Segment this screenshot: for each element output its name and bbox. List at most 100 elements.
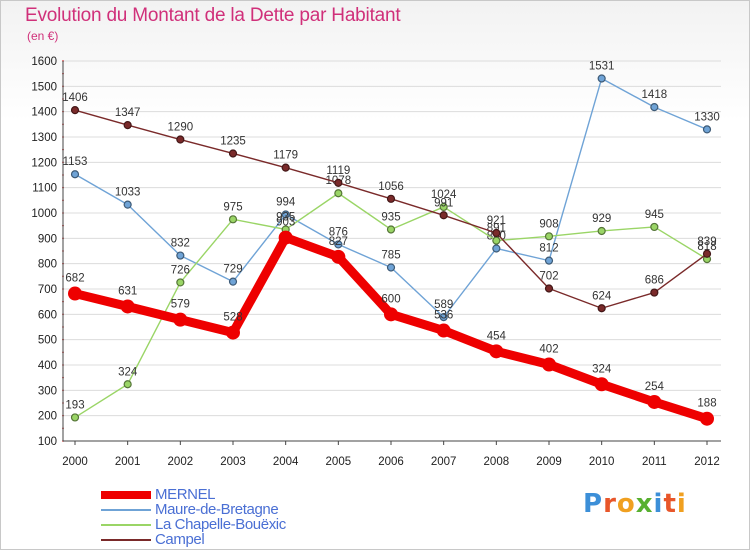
data-point-la-chapelle-bouexic xyxy=(123,380,132,389)
y-tick-label: 100 xyxy=(38,436,57,448)
data-label-maure-de-bretagne: 1153 xyxy=(63,156,88,168)
data-point-campel xyxy=(439,211,448,220)
data-point-la-chapelle-bouexic xyxy=(597,226,606,236)
data-label-mernel: 528 xyxy=(223,312,242,324)
data-point-mernel xyxy=(700,411,714,426)
x-tick-label: 2007 xyxy=(431,456,457,468)
y-tick-label: 900 xyxy=(38,233,57,245)
data-label-campel: 839 xyxy=(697,236,716,248)
data-label-mernel: 827 xyxy=(329,236,348,248)
data-point-mernel xyxy=(489,344,504,359)
data-point-mernel xyxy=(594,377,609,392)
data-label-campel: 624 xyxy=(592,290,612,302)
data-label-campel: 1235 xyxy=(220,135,246,147)
data-label-la-chapelle-bouexic: 935 xyxy=(381,211,400,223)
data-label-maure-de-bretagne: 812 xyxy=(539,243,558,255)
data-label-campel: 991 xyxy=(434,197,453,209)
brand-letter: i xyxy=(653,489,664,519)
chart-title: Evolution du Montant de la Dette par Hab… xyxy=(25,5,401,26)
data-point-maure-de-bretagne xyxy=(492,244,501,253)
data-label-campel: 1290 xyxy=(168,122,194,134)
data-point-campel xyxy=(650,288,659,297)
data-label-mernel: 631 xyxy=(118,285,137,297)
data-point-campel xyxy=(228,149,238,158)
y-tick-label: 700 xyxy=(38,284,57,296)
data-label-mernel: 254 xyxy=(645,381,665,393)
data-point-maure-de-bretagne xyxy=(281,210,290,219)
data-point-maure-de-bretagne xyxy=(544,256,554,265)
brand-letter: i xyxy=(676,489,687,519)
data-point-mernel xyxy=(173,312,188,327)
data-point-la-chapelle-bouexic xyxy=(228,215,238,224)
legend: MERNEL Maure-de-Bretagne La Chapelle-Bouëx… xyxy=(101,487,286,547)
data-label-mernel: 903 xyxy=(276,217,295,229)
data-label-campel: 1347 xyxy=(115,107,141,119)
brand-letter: o xyxy=(616,489,636,519)
brand-letter: t xyxy=(663,489,677,519)
y-tick-label: 1000 xyxy=(31,208,57,220)
x-tick-label: 2009 xyxy=(536,456,562,468)
data-label-mernel: 324 xyxy=(592,363,612,375)
data-point-maure-de-bretagne xyxy=(70,170,80,179)
data-point-maure-de-bretagne xyxy=(386,263,396,272)
x-tick-label: 2010 xyxy=(589,456,615,468)
data-point-maure-de-bretagne xyxy=(123,200,132,209)
data-point-la-chapelle-bouexic xyxy=(439,202,448,212)
data-label-campel: 1406 xyxy=(62,92,88,104)
data-label-maure-de-bretagne: 876 xyxy=(329,226,348,238)
legend-label: Maure-de-Bretagne xyxy=(155,501,279,518)
legend-label: La Chapelle-Bouëxic xyxy=(155,516,286,533)
data-label-campel: 702 xyxy=(539,270,558,282)
data-label-la-chapelle-bouexic: 193 xyxy=(65,399,84,411)
x-tick-label: 2006 xyxy=(378,456,404,468)
legend-swatch xyxy=(101,523,151,526)
data-point-campel xyxy=(334,178,343,187)
data-label-campel: 921 xyxy=(487,215,506,227)
legend-swatch xyxy=(101,490,151,499)
data-point-la-chapelle-bouexic xyxy=(70,413,80,422)
data-label-mernel: 600 xyxy=(381,293,400,305)
data-point-maure-de-bretagne xyxy=(702,125,712,134)
brand-letter: P xyxy=(583,489,604,519)
y-tick-label: 1100 xyxy=(32,183,57,195)
data-point-mernel xyxy=(226,325,240,340)
data-label-maure-de-bretagne: 1531 xyxy=(589,60,615,72)
data-point-la-chapelle-bouexic xyxy=(544,232,554,241)
y-tick-label: 500 xyxy=(38,335,57,347)
data-point-maure-de-bretagne xyxy=(176,251,185,260)
x-tick-label: 2001 xyxy=(115,456,141,468)
series-line-campel xyxy=(74,109,708,309)
data-label-campel: 686 xyxy=(645,275,664,287)
data-label-campel: 1119 xyxy=(326,165,350,177)
x-tick-label: 2002 xyxy=(168,456,194,468)
data-label-mernel: 579 xyxy=(171,299,190,311)
data-label-maure-de-bretagne: 589 xyxy=(434,299,453,311)
data-point-maure-de-bretagne xyxy=(334,240,343,249)
data-point-mernel xyxy=(120,299,135,314)
data-label-campel: 1056 xyxy=(378,181,404,193)
y-tick-label: 400 xyxy=(38,360,57,372)
legend-label: MERNEL xyxy=(155,486,216,503)
data-point-campel xyxy=(702,249,712,258)
data-label-mernel: 402 xyxy=(539,343,558,355)
data-point-mernel xyxy=(647,394,662,409)
data-point-mernel xyxy=(68,286,82,301)
y-tick-label: 300 xyxy=(38,385,57,397)
data-label-maure-de-bretagne: 1418 xyxy=(642,89,668,101)
y-tick-label: 1500 xyxy=(31,81,57,93)
data-point-la-chapelle-bouexic xyxy=(176,278,185,287)
data-point-mernel xyxy=(436,323,451,338)
data-label-la-chapelle-bouexic: 975 xyxy=(223,201,242,213)
data-label-mernel: 188 xyxy=(697,398,716,410)
x-tick-label: 2005 xyxy=(326,456,352,468)
data-label-la-chapelle-bouexic: 945 xyxy=(645,209,664,221)
brand-logo: Proxiti xyxy=(583,489,687,519)
data-point-campel xyxy=(176,135,185,144)
data-point-maure-de-bretagne xyxy=(597,74,606,83)
data-label-la-chapelle-bouexic: 818 xyxy=(697,241,716,253)
data-label-la-chapelle-bouexic: 935 xyxy=(276,211,295,223)
legend-item-la-chapelle-bouexic: La Chapelle-Bouëxic xyxy=(101,517,286,532)
data-label-maure-de-bretagne: 729 xyxy=(223,264,242,276)
data-point-la-chapelle-bouexic xyxy=(650,222,659,232)
data-label-campel: 1179 xyxy=(273,150,298,162)
